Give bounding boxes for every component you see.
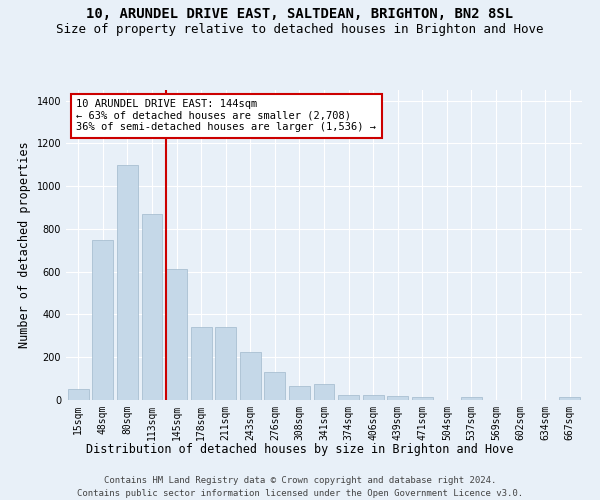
Bar: [191, 328, 212, 400]
Bar: [412, 398, 433, 400]
Bar: [240, 352, 261, 400]
Bar: [314, 384, 334, 400]
Bar: [166, 268, 187, 400]
Bar: [461, 398, 482, 400]
Text: Contains HM Land Registry data © Crown copyright and database right 2024.: Contains HM Land Registry data © Crown c…: [104, 476, 496, 485]
Bar: [68, 390, 89, 400]
Bar: [117, 165, 138, 400]
Text: Contains public sector information licensed under the Open Government Licence v3: Contains public sector information licen…: [77, 489, 523, 498]
Bar: [265, 372, 286, 400]
Bar: [92, 240, 113, 400]
Bar: [387, 396, 408, 400]
Text: 10, ARUNDEL DRIVE EAST, SALTDEAN, BRIGHTON, BN2 8SL: 10, ARUNDEL DRIVE EAST, SALTDEAN, BRIGHT…: [86, 8, 514, 22]
Y-axis label: Number of detached properties: Number of detached properties: [18, 142, 31, 348]
Bar: [289, 386, 310, 400]
Bar: [338, 394, 359, 400]
Text: Size of property relative to detached houses in Brighton and Hove: Size of property relative to detached ho…: [56, 22, 544, 36]
Bar: [362, 394, 383, 400]
Text: Distribution of detached houses by size in Brighton and Hove: Distribution of detached houses by size …: [86, 442, 514, 456]
Bar: [142, 214, 163, 400]
Bar: [559, 398, 580, 400]
Bar: [215, 328, 236, 400]
Text: 10 ARUNDEL DRIVE EAST: 144sqm
← 63% of detached houses are smaller (2,708)
36% o: 10 ARUNDEL DRIVE EAST: 144sqm ← 63% of d…: [76, 100, 376, 132]
